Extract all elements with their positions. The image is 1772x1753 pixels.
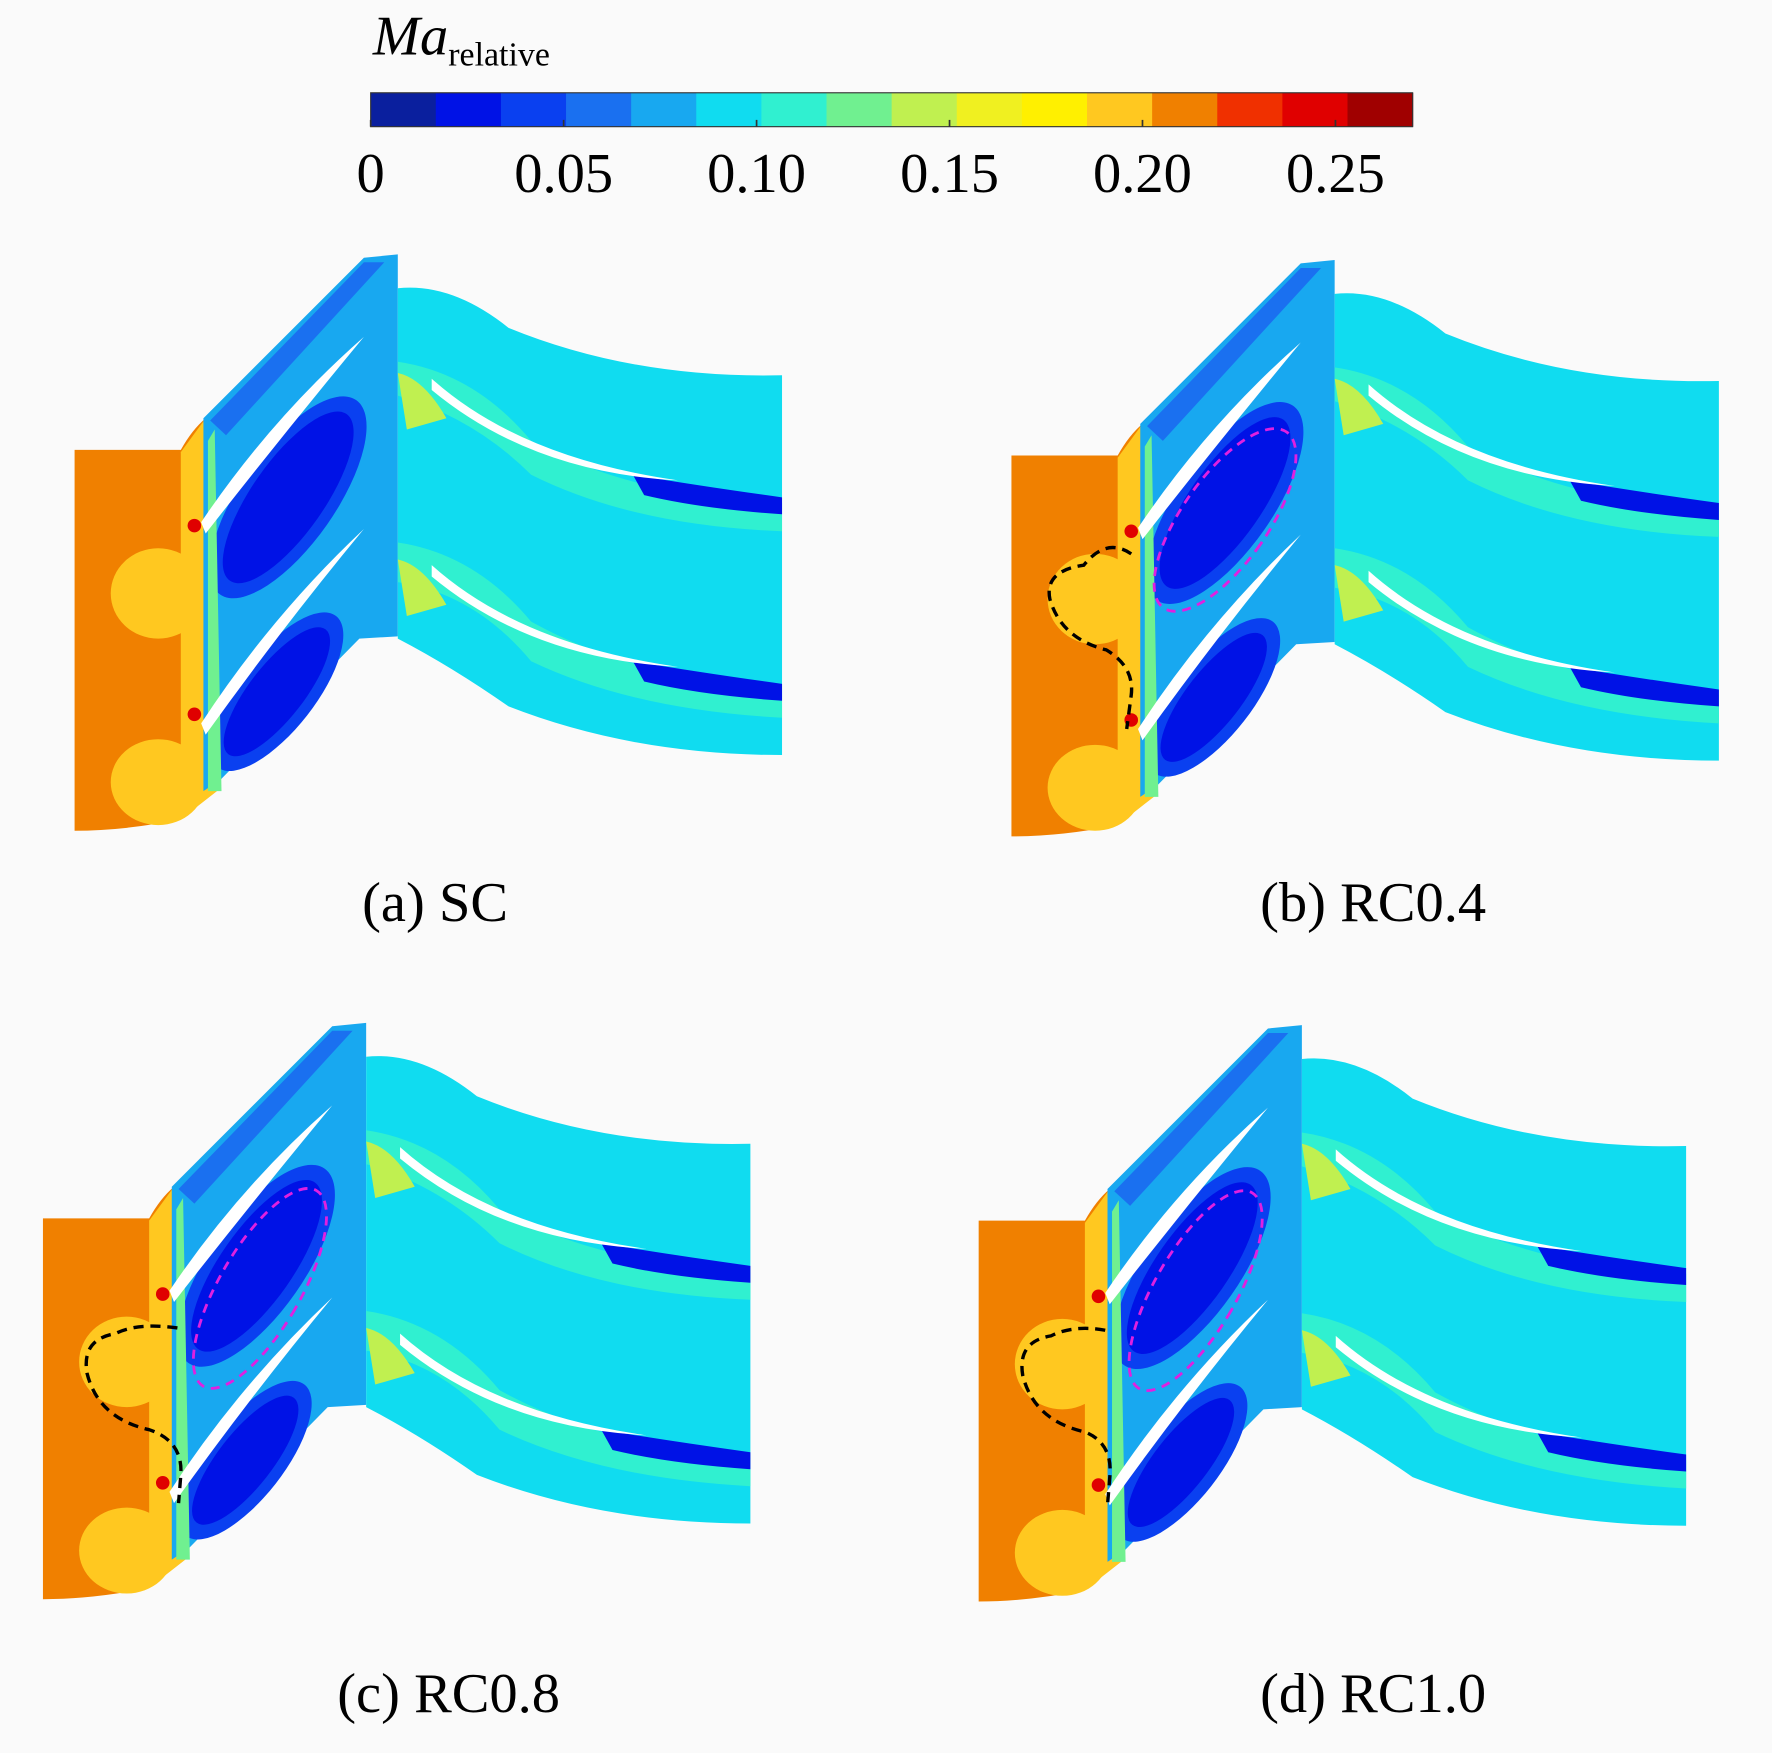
- colorbar-segment: [1021, 92, 1088, 127]
- colorbar-segment: [566, 92, 632, 127]
- panel-label: (a) SC: [362, 872, 508, 934]
- panel-d: (d) RC1.0: [978, 1025, 1687, 1725]
- colorbar-segment: [500, 92, 567, 127]
- colorbar-tick-label: 0: [357, 143, 385, 205]
- colorbar-title-main: Ma: [372, 5, 448, 67]
- colorbar-tick-label: 0.20: [1093, 143, 1192, 205]
- colorbar-segment: [370, 92, 437, 127]
- colorbar-title: Marelative: [372, 5, 550, 73]
- panel-label: (c) RC0.8: [337, 1663, 560, 1725]
- colorbar-segment: [891, 92, 958, 127]
- colorbar-tick-label: 0.15: [900, 143, 999, 205]
- colorbar-tick-label: 0.10: [707, 143, 806, 205]
- colorbar-segment: [956, 92, 1023, 127]
- colorbar-segment: [1282, 92, 1349, 127]
- panel-c: (c) RC0.8: [42, 1022, 751, 1725]
- colorbar-segment: [1347, 92, 1414, 127]
- panel-label: (d) RC1.0: [1260, 1663, 1486, 1725]
- panel-b: (b) RC0.4: [1011, 260, 1719, 934]
- panel-label: (b) RC0.4: [1260, 872, 1486, 934]
- colorbar-frame: [370, 92, 1414, 128]
- colorbar: 0 0.05 0.10 0.15 0.20 0.25: [357, 92, 1414, 205]
- colorbar-tick-label: 0.25: [1286, 143, 1385, 205]
- colorbar-segment: [696, 92, 762, 127]
- colorbar-segment: [435, 92, 502, 127]
- colorbar-segment: [1152, 92, 1218, 127]
- colorbar-segment: [1217, 92, 1283, 127]
- colorbar-segment: [631, 92, 697, 127]
- colorbar-tick-label: 0.05: [514, 143, 613, 205]
- colorbar-title-sub: relative: [448, 37, 550, 74]
- panel-a: (a) SC: [74, 254, 783, 934]
- colorbar-segment: [826, 92, 893, 127]
- colorbar-segment: [761, 92, 828, 127]
